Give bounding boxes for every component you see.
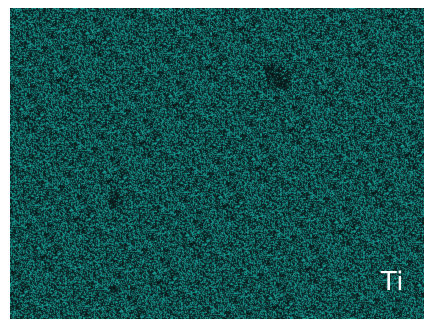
- element-label: Ti: [380, 267, 404, 297]
- titanium-signal-noise: [10, 8, 424, 319]
- eds-element-map: Ti: [10, 8, 424, 319]
